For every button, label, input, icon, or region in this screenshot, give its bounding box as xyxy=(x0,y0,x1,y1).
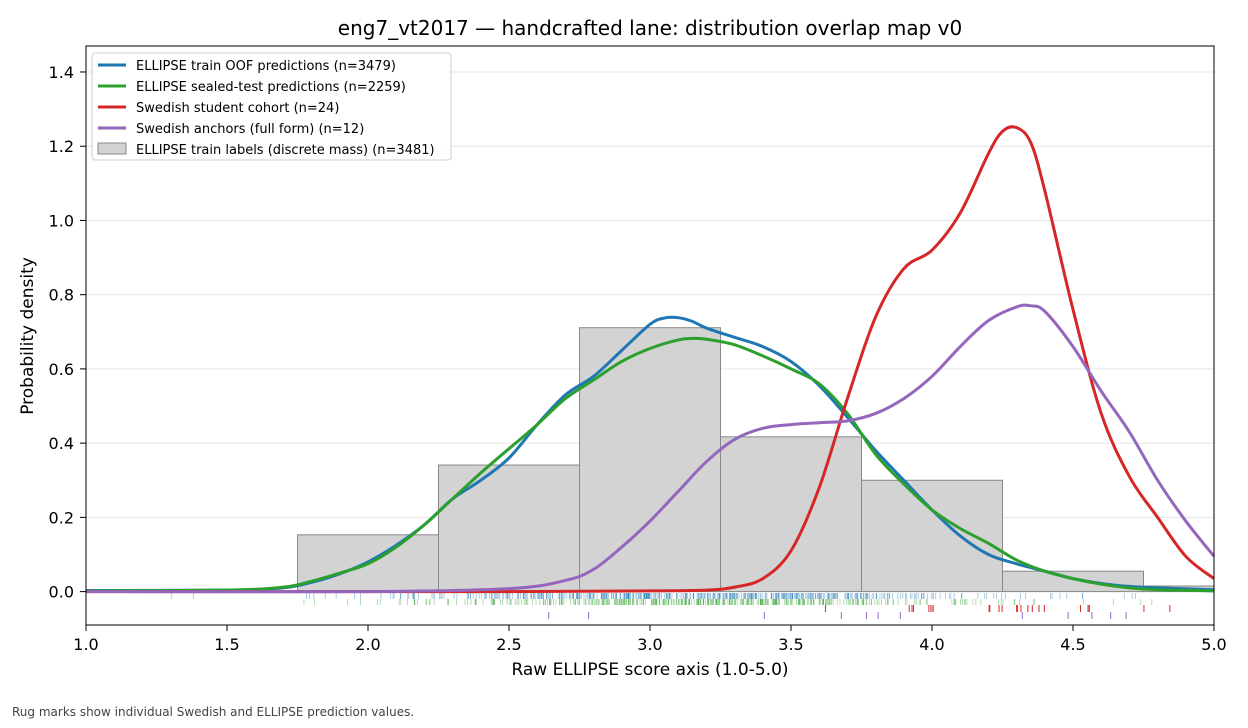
x-tick-label: 1.0 xyxy=(73,635,98,654)
y-tick-label: 1.0 xyxy=(49,211,74,230)
x-tick-label: 3.0 xyxy=(637,635,662,654)
x-tick-label: 1.5 xyxy=(214,635,239,654)
y-tick-label: 1.2 xyxy=(49,137,74,156)
rug-marks xyxy=(171,593,1171,619)
x-tick-label: 4.5 xyxy=(1060,635,1085,654)
x-axis-label: Raw ELLIPSE score axis (1.0-5.0) xyxy=(511,660,788,680)
histogram-bar xyxy=(579,327,721,593)
x-tick-label: 4.0 xyxy=(919,635,944,654)
density-curves xyxy=(85,125,1216,594)
y-tick-label: 0.0 xyxy=(49,583,74,602)
legend-frame xyxy=(91,52,452,161)
y-axis-ticks: 0.0 0.2 0.4 0.6 0.8 1.0 1.2 1.4 xyxy=(49,63,86,602)
legend-label: Swedish student cohort (n=24) xyxy=(136,101,339,116)
legend-label: Swedish anchors (full form) (n=12) xyxy=(136,122,364,137)
histogram-bar xyxy=(720,436,862,593)
histogram-bars xyxy=(297,327,1215,593)
series-line xyxy=(85,336,1215,593)
y-tick-label: 0.4 xyxy=(49,434,74,453)
x-axis-ticks: 1.0 1.5 2.0 2.5 3.0 3.5 4.0 4.5 5.0 xyxy=(73,625,1227,654)
series-line xyxy=(85,303,1216,594)
x-tick-label: 2.0 xyxy=(355,635,380,654)
legend-swatch xyxy=(97,142,127,155)
x-tick-label: 5.0 xyxy=(1201,635,1226,654)
y-tick-label: 0.6 xyxy=(49,360,74,379)
legend-label: ELLIPSE train OOF predictions (n=3479) xyxy=(136,59,396,74)
legend-label: ELLIPSE train labels (discrete mass) (n=… xyxy=(136,143,435,158)
legend-label: ELLIPSE sealed-test predictions (n=2259) xyxy=(136,80,406,95)
y-tick-label: 0.2 xyxy=(49,508,74,527)
y-tick-label: 1.4 xyxy=(49,63,74,82)
histogram-bar xyxy=(861,479,1003,593)
y-axis-label: Probability density xyxy=(18,257,38,415)
series-line xyxy=(85,315,1215,592)
x-tick-label: 2.5 xyxy=(496,635,521,654)
y-tick-label: 0.8 xyxy=(49,286,74,305)
chart-title: eng7_vt2017 — handcrafted lane: distribu… xyxy=(338,16,962,40)
histogram-bar xyxy=(438,464,580,593)
x-tick-label: 3.5 xyxy=(778,635,803,654)
series-line xyxy=(85,125,1215,594)
footer-caption: Rug marks show individual Swedish and EL… xyxy=(12,705,415,719)
legend: ELLIPSE train OOF predictions (n=3479) EL… xyxy=(91,52,452,161)
